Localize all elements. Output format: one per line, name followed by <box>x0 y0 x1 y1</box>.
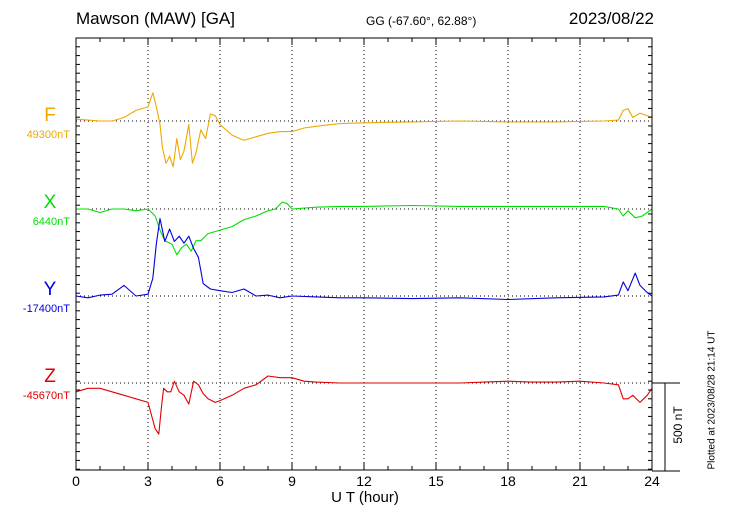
series-x-baseline: 6440nT <box>32 216 70 228</box>
series-x-label: X <box>43 192 57 213</box>
scale-bar-label: 500 nT <box>671 406 685 444</box>
x-tick-label: 0 <box>72 473 80 489</box>
x-axis-label: U T (hour) <box>331 489 399 506</box>
x-tick-label: 15 <box>428 473 444 489</box>
x-tick-label: 6 <box>216 473 224 489</box>
x-tick-label: 3 <box>144 473 152 489</box>
chart-date: 2023/08/22 <box>568 9 654 28</box>
x-tick-label: 9 <box>288 473 296 489</box>
series-line-y <box>75 218 653 301</box>
chart-title: Mawson (MAW) [GA] <box>76 9 235 28</box>
station-coordinates: GG (-67.60°, 62.88°) <box>366 14 477 28</box>
x-tick-label: 24 <box>644 473 660 489</box>
x-tick-label: 21 <box>572 473 588 489</box>
series-line-x <box>76 201 653 256</box>
series-y-label: Y <box>43 279 57 300</box>
series-f-baseline: 49300nT <box>26 129 70 141</box>
plotted-timestamp: Plotted at 2023/08/28 21:14 UT <box>706 330 718 470</box>
series-z-baseline: -45670nT <box>22 390 70 402</box>
series-f-label: F <box>44 105 56 126</box>
series-line-f <box>75 92 653 168</box>
series-y-baseline: -17400nT <box>22 303 70 315</box>
x-tick-label: 18 <box>500 473 516 489</box>
series-line-z <box>75 375 653 435</box>
series-z-label: Z <box>44 366 56 387</box>
x-tick-label: 12 <box>356 473 372 489</box>
